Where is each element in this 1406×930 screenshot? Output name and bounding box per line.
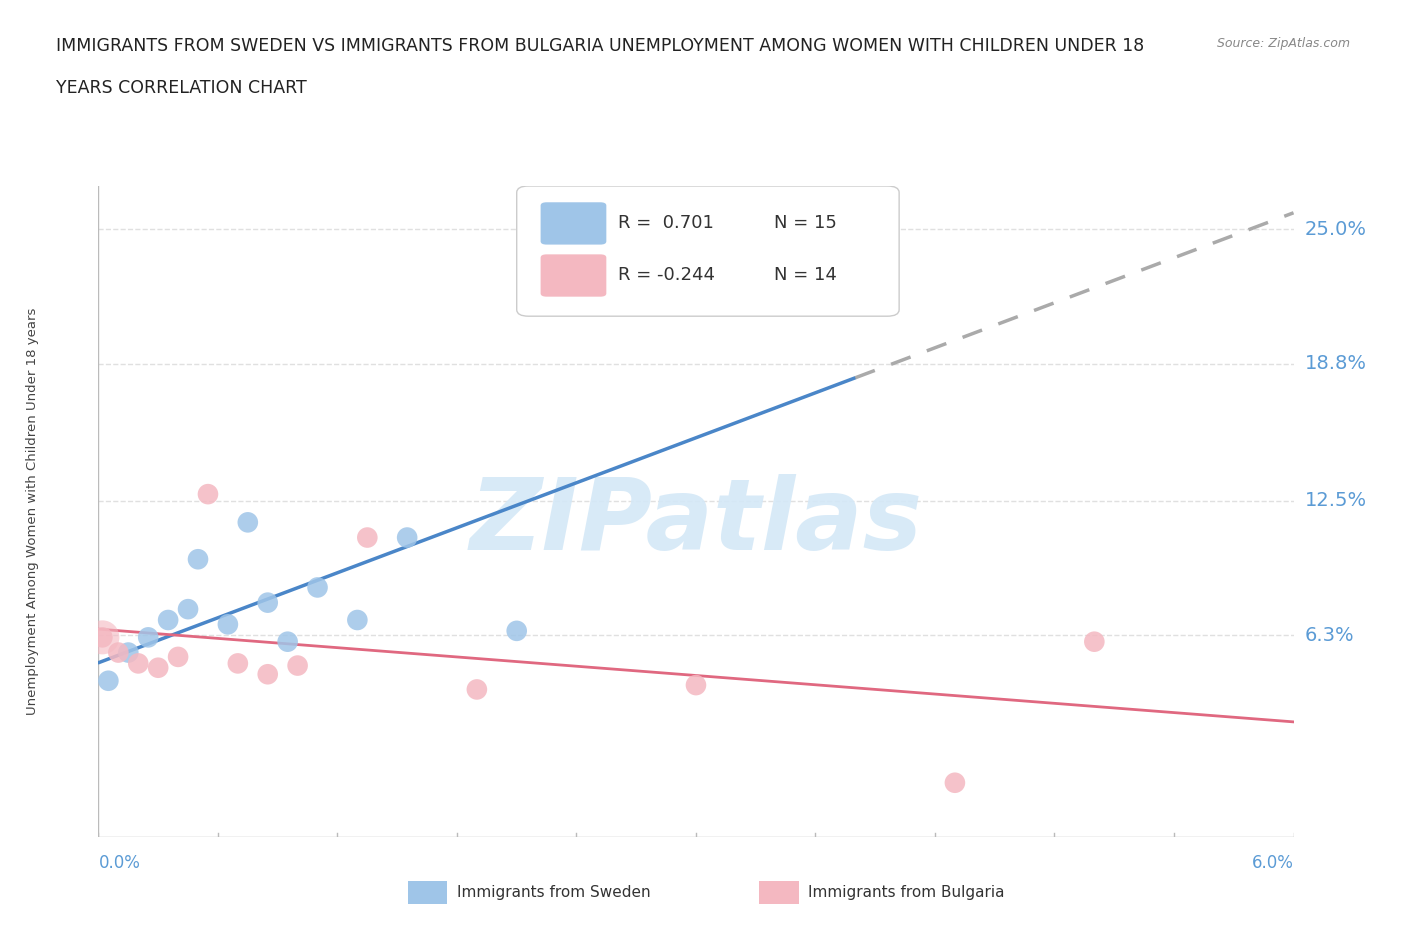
Point — [396, 530, 419, 545]
Point — [256, 595, 278, 610]
Text: R = -0.244: R = -0.244 — [619, 266, 716, 285]
Text: Immigrants from Sweden: Immigrants from Sweden — [457, 885, 651, 900]
Point — [107, 645, 129, 660]
Point — [187, 551, 209, 566]
Point — [167, 649, 190, 664]
Point — [217, 617, 239, 631]
Text: 6.3%: 6.3% — [1305, 626, 1354, 644]
Text: Immigrants from Bulgaria: Immigrants from Bulgaria — [808, 885, 1005, 900]
Text: N = 14: N = 14 — [773, 266, 837, 285]
Text: 18.8%: 18.8% — [1305, 354, 1367, 374]
Text: 6.0%: 6.0% — [1251, 855, 1294, 872]
Point — [506, 623, 529, 638]
Point — [148, 660, 170, 675]
Point — [91, 630, 114, 644]
Point — [1083, 634, 1105, 649]
Point — [356, 530, 378, 545]
Point — [943, 776, 966, 790]
Point — [844, 298, 866, 312]
Text: 25.0%: 25.0% — [1305, 219, 1367, 239]
Point — [127, 656, 149, 671]
Text: 12.5%: 12.5% — [1305, 491, 1367, 511]
Point — [307, 580, 329, 595]
Point — [236, 515, 259, 530]
Point — [136, 630, 159, 644]
Point — [97, 673, 120, 688]
Point — [346, 613, 368, 628]
Point — [117, 645, 139, 660]
Text: ZIPatlas: ZIPatlas — [470, 474, 922, 571]
Point — [685, 678, 707, 693]
Text: Source: ZipAtlas.com: Source: ZipAtlas.com — [1216, 37, 1350, 50]
Point — [91, 630, 114, 644]
Point — [256, 667, 278, 682]
Text: R =  0.701: R = 0.701 — [619, 214, 714, 232]
Point — [287, 658, 309, 673]
FancyBboxPatch shape — [517, 186, 900, 316]
FancyBboxPatch shape — [540, 203, 606, 245]
Text: Unemployment Among Women with Children Under 18 years: Unemployment Among Women with Children U… — [27, 308, 39, 715]
Text: 0.0%: 0.0% — [98, 855, 141, 872]
Text: YEARS CORRELATION CHART: YEARS CORRELATION CHART — [56, 79, 307, 97]
Point — [465, 682, 488, 697]
Point — [197, 486, 219, 501]
Text: N = 15: N = 15 — [773, 214, 837, 232]
Point — [277, 634, 299, 649]
FancyBboxPatch shape — [540, 255, 606, 297]
Point — [177, 602, 200, 617]
Text: IMMIGRANTS FROM SWEDEN VS IMMIGRANTS FROM BULGARIA UNEMPLOYMENT AMONG WOMEN WITH: IMMIGRANTS FROM SWEDEN VS IMMIGRANTS FRO… — [56, 37, 1144, 55]
Point — [226, 656, 249, 671]
Point — [157, 613, 180, 628]
